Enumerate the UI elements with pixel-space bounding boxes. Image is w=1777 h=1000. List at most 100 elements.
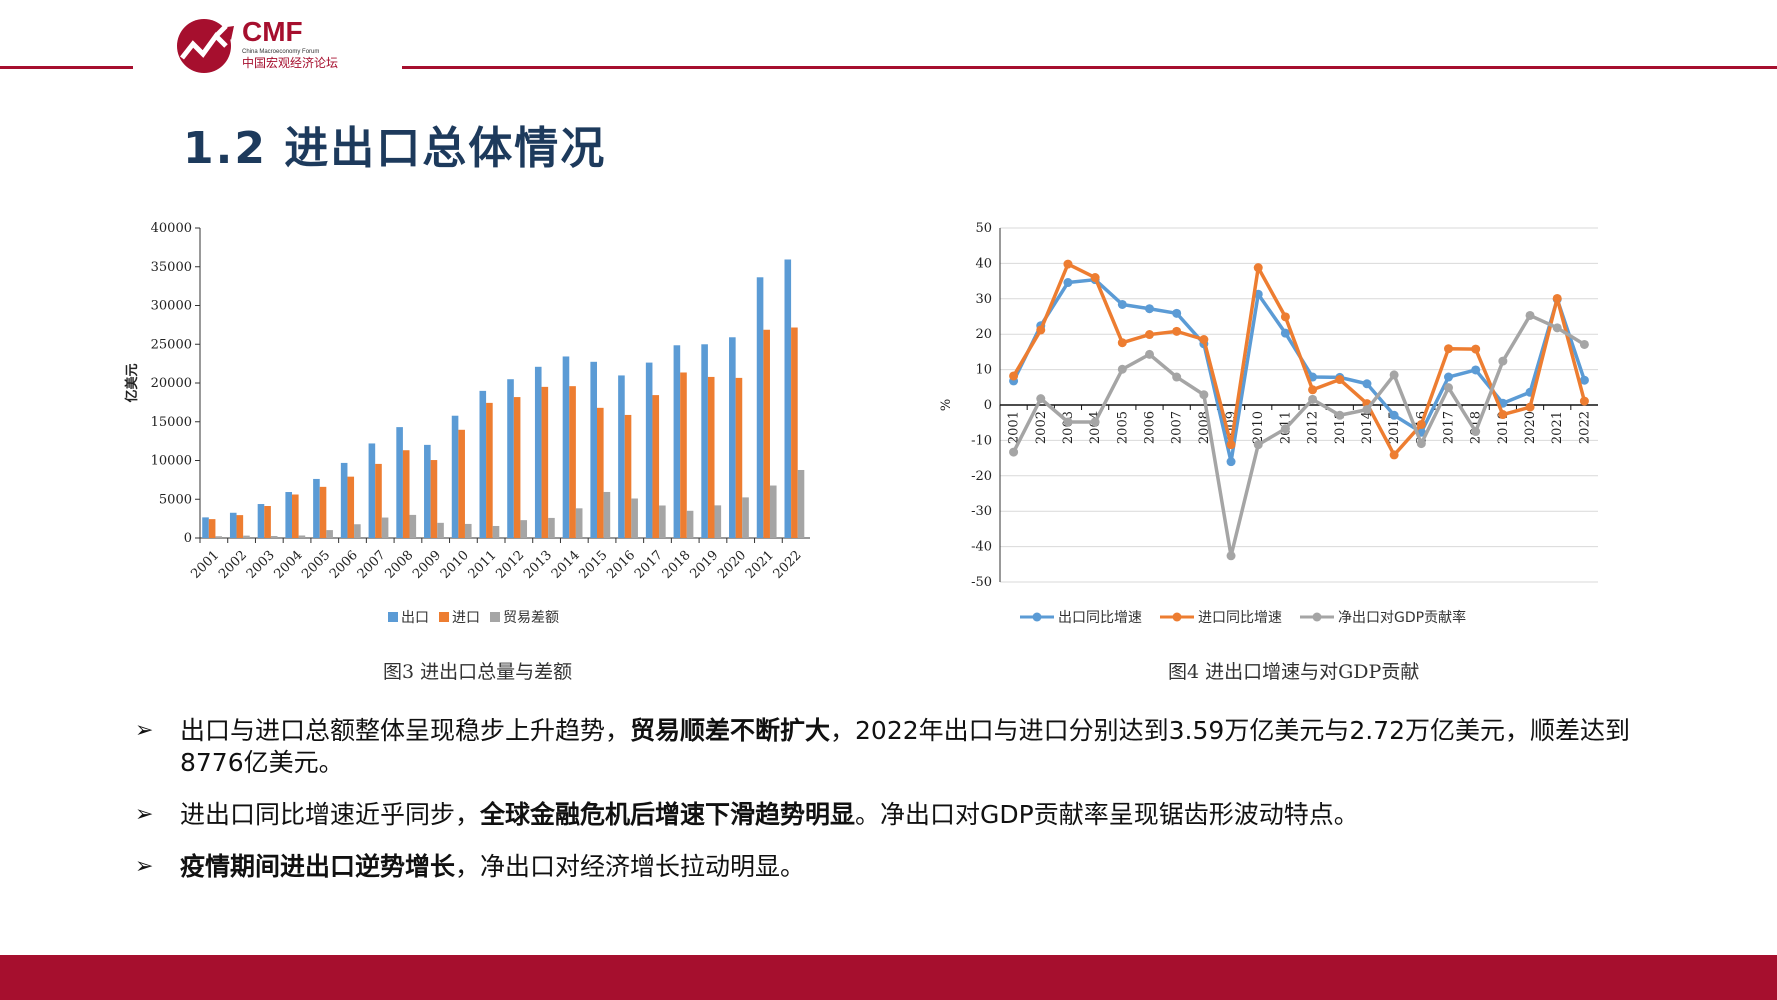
legend-marker bbox=[1032, 612, 1042, 622]
point-进口同比增速 bbox=[1335, 375, 1345, 385]
point-出口同比增速 bbox=[1145, 304, 1154, 314]
bullet-text-bold: 贸易顺差不断扩大 bbox=[630, 716, 831, 745]
point-进口同比增速 bbox=[1389, 450, 1399, 460]
bar-贸易差额 bbox=[437, 522, 444, 538]
bar-贸易差额 bbox=[659, 505, 666, 538]
point-出口同比增速 bbox=[1280, 328, 1290, 338]
bar-出口 bbox=[202, 517, 209, 538]
y-tick-label: -40 bbox=[971, 540, 992, 555]
x-tick-label: 2012 bbox=[493, 548, 527, 582]
x-tick-label: 2016 bbox=[604, 548, 638, 582]
bar-进口 bbox=[569, 386, 576, 538]
point-净出口对GDP贡献率 bbox=[1280, 424, 1290, 434]
bullet-item: ➢ 进出口同比增速近乎同步，全球金融危机后增速下滑趋势明显。净出口对GDP贡献率… bbox=[130, 799, 1690, 831]
legend-label: 进口 bbox=[452, 610, 480, 626]
y-tick-label: -30 bbox=[971, 504, 992, 519]
bar-进口 bbox=[264, 506, 271, 538]
bar-出口 bbox=[618, 375, 625, 538]
legend-swatch bbox=[490, 612, 500, 622]
trade-volume-bar-chart: 0 5000 10000 15000 20000 25000 30000 35000 40000… bbox=[124, 221, 810, 626]
bar-出口 bbox=[729, 337, 736, 538]
y-tick-label: 0 bbox=[984, 398, 992, 413]
x-tick-label: 2008 bbox=[382, 548, 416, 582]
point-净出口对GDP贡献率 bbox=[1552, 323, 1562, 333]
bar-贸易差额 bbox=[742, 497, 749, 538]
point-出口同比增速 bbox=[1063, 278, 1073, 288]
point-进口同比增速 bbox=[1416, 419, 1426, 429]
y-tick-label: 5000 bbox=[159, 492, 192, 507]
arrow-bullet-icon: ➢ bbox=[135, 718, 154, 743]
point-进口同比增速 bbox=[1280, 312, 1290, 322]
point-进口同比增速 bbox=[1579, 396, 1589, 406]
bar-进口 bbox=[430, 460, 438, 538]
bar-出口 bbox=[673, 345, 681, 538]
bar-贸易差额 bbox=[686, 510, 694, 538]
x-tick-label: 2022 bbox=[771, 548, 805, 582]
x-tick-label: 2001 bbox=[188, 548, 222, 582]
bullet-text: 进出口同比增速近乎同步， bbox=[180, 800, 481, 829]
x-tick-label: 2005 bbox=[299, 548, 333, 582]
bar-进口 bbox=[458, 429, 465, 538]
x-tick-label: 2010 bbox=[1251, 411, 1266, 444]
bar-贸易差额 bbox=[354, 524, 361, 538]
point-净出口对GDP贡献率 bbox=[1090, 417, 1100, 427]
logo-subtext: China Macroeconomy Forum bbox=[242, 49, 320, 55]
x-tick-label: 2007 bbox=[1170, 411, 1185, 444]
point-进口同比增速 bbox=[1471, 344, 1481, 354]
bar-进口 bbox=[402, 450, 410, 538]
x-tick-label: 2006 bbox=[1143, 411, 1158, 444]
bar-进口 bbox=[319, 486, 327, 538]
bar-进口 bbox=[735, 377, 743, 538]
x-tick-label: 2019 bbox=[687, 548, 721, 582]
point-出口同比增速 bbox=[1362, 379, 1372, 389]
bullet-text-bold: 全球金融危机后增速下滑趋势明显 bbox=[480, 800, 856, 829]
footer-bar bbox=[0, 955, 1777, 1000]
x-tick-label: 2004 bbox=[272, 548, 306, 582]
x-tick-label: 2022 bbox=[1577, 411, 1592, 444]
bar-贸易差额 bbox=[575, 508, 583, 538]
point-进口同比增速 bbox=[1525, 402, 1535, 412]
bullet-text: ，净出口对经济增长拉动明显。 bbox=[455, 852, 806, 881]
bar-进口 bbox=[292, 494, 299, 538]
bar-贸易差额 bbox=[215, 536, 223, 538]
logo-text: CMF China Macroeconomy Forum 中国宏观经济论坛 bbox=[242, 18, 339, 71]
cmf-logo-icon bbox=[176, 18, 236, 78]
point-净出口对GDP贡献率 bbox=[1226, 551, 1236, 561]
bar-贸易差额 bbox=[769, 485, 777, 538]
bar-进口 bbox=[707, 376, 715, 538]
x-tick-label: 2006 bbox=[327, 548, 361, 582]
point-进口同比增速 bbox=[1498, 410, 1508, 420]
point-净出口对GDP贡献率 bbox=[1036, 394, 1046, 404]
y-tick-label: -10 bbox=[971, 433, 992, 448]
x-tick-label: 2020 bbox=[1523, 411, 1538, 444]
x-tick-label: 2020 bbox=[715, 548, 749, 582]
x-tick-label: 2002 bbox=[216, 548, 250, 582]
point-进口同比增速 bbox=[1552, 293, 1562, 303]
point-净出口对GDP贡献率 bbox=[1063, 417, 1073, 427]
point-净出口对GDP贡献率 bbox=[1117, 364, 1127, 374]
bar-进口 bbox=[513, 397, 521, 538]
x-tick-label: 2001 bbox=[1007, 411, 1022, 444]
x-tick-label: 2021 bbox=[1550, 411, 1565, 444]
bar-贸易差额 bbox=[797, 469, 805, 538]
point-进口同比增速 bbox=[1226, 440, 1236, 450]
point-净出口对GDP贡献率 bbox=[1145, 349, 1154, 359]
point-净出口对GDP贡献率 bbox=[1335, 410, 1345, 420]
point-净出口对GDP贡献率 bbox=[1253, 440, 1263, 450]
bar-进口 bbox=[597, 407, 604, 538]
y-tick-label: 20000 bbox=[151, 376, 192, 391]
point-进口同比增速 bbox=[1063, 259, 1073, 269]
bar-贸易差额 bbox=[603, 491, 611, 538]
bar-出口 bbox=[645, 362, 653, 538]
x-tick-label: 2014 bbox=[549, 548, 583, 582]
y-tick-label: 50 bbox=[975, 221, 992, 236]
point-进口同比增速 bbox=[1090, 273, 1100, 283]
legend-label: 出口同比增速 bbox=[1058, 610, 1142, 626]
point-净出口对GDP贡献率 bbox=[1362, 405, 1372, 415]
bar-进口 bbox=[624, 414, 632, 538]
bar-出口 bbox=[396, 427, 403, 538]
logo-cn-text: 中国宏观经济论坛 bbox=[242, 56, 339, 70]
point-净出口对GDP贡献率 bbox=[1389, 370, 1399, 380]
bar-出口 bbox=[313, 478, 320, 538]
bullet-text: 。净出口对GDP贡献率呈现锯齿形波动特点。 bbox=[855, 800, 1359, 829]
